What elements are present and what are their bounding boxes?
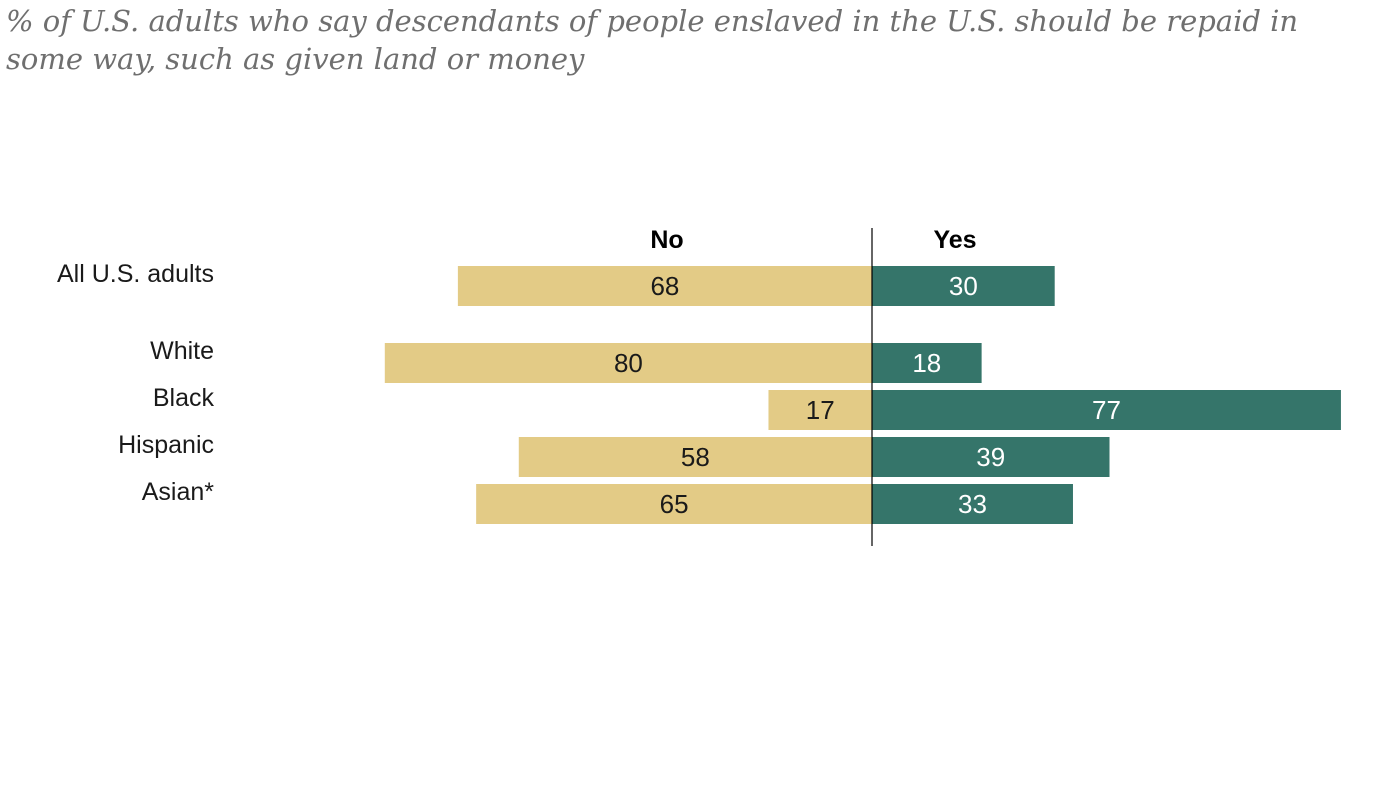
bar-no (768, 390, 872, 430)
value-label-yes: 77 (1092, 395, 1121, 425)
bar-yes (872, 266, 1055, 306)
category-label: Hispanic (118, 431, 214, 459)
value-label-no: 58 (681, 442, 710, 472)
bar-yes (872, 390, 1341, 430)
value-label-no: 68 (650, 271, 679, 301)
value-label-yes: 39 (976, 442, 1005, 472)
bar-no (518, 437, 872, 477)
bar-yes (872, 343, 982, 383)
bar-no (457, 266, 872, 306)
category-label: All U.S. adults (57, 260, 214, 288)
value-label-yes: 30 (949, 271, 978, 301)
bar-yes (872, 484, 1073, 524)
value-label-no: 17 (806, 395, 835, 425)
bar-yes (872, 437, 1110, 477)
chart-title: % of U.S. adults who say descendants of … (6, 4, 1299, 76)
value-label-yes: 33 (958, 489, 987, 519)
bar-no (476, 484, 872, 524)
bar-no (384, 343, 872, 383)
value-label-no: 80 (614, 348, 643, 378)
value-label-no: 65 (660, 489, 689, 519)
category-label: Asian* (142, 478, 215, 506)
value-label-yes: 18 (912, 348, 941, 378)
category-label: Black (153, 384, 215, 412)
category-label: White (150, 337, 214, 365)
header-yes: Yes (933, 226, 976, 254)
header-no: No (650, 226, 683, 254)
